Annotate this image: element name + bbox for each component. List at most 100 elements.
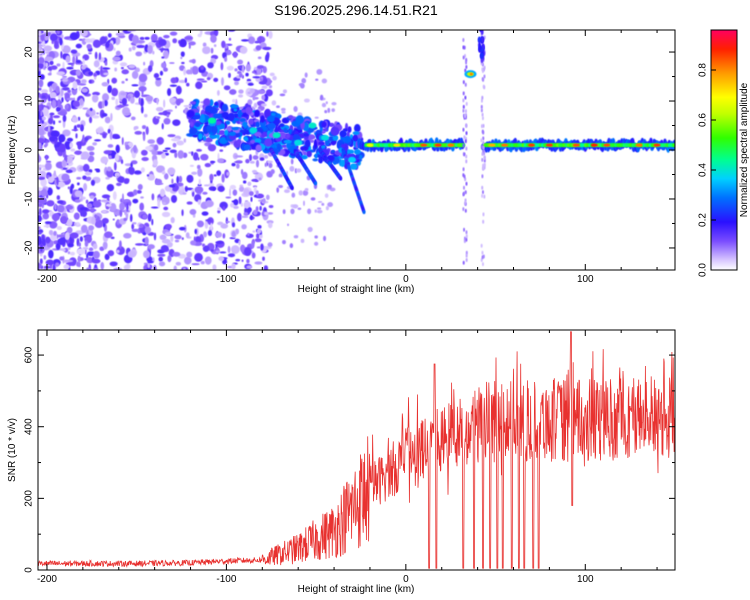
spectrogram-noise-cell (116, 249, 120, 254)
spectrogram-noise-cell (213, 44, 217, 47)
spectrogram-noise-cell (293, 106, 298, 113)
spectrogram-noise-cell (38, 207, 42, 216)
spectrogram-noise-cell (41, 209, 50, 214)
spectrogram-noise-cell (112, 191, 117, 201)
spectrogram-noise-cell (159, 48, 168, 51)
spectrogram-noise-cell (290, 208, 295, 215)
spectrogram-noise-cell (210, 222, 213, 230)
spectrogram-noise-cell (83, 183, 88, 192)
spectrogram-band-cell (186, 110, 195, 118)
spectrogram-noise-cell (189, 208, 197, 216)
spectrogram-noise-cell (57, 98, 62, 108)
spectrogram-noise-cell (38, 62, 44, 70)
spectrogram-noise-cell (126, 202, 129, 212)
spectrogram-noise-cell (265, 89, 273, 97)
spectrogram-noise-cell (258, 199, 263, 202)
spectrogram-noise-cell (241, 224, 247, 230)
snr-xtick-label-0: 0 (403, 574, 409, 585)
spectrogram-noise-cell (94, 51, 98, 60)
spectrogram-noise-cell (114, 136, 121, 139)
spectrogram-noise-cell (140, 196, 144, 199)
spectrogram-heatmap (38, 30, 675, 270)
spectrogram-noise-cell (90, 179, 96, 186)
spectrogram-noise-cell (136, 190, 142, 194)
spectrogram-noise-cell (39, 74, 45, 81)
spectrogram-noise-cell (167, 167, 176, 176)
spectrogram-noise-cell (181, 209, 184, 217)
spectrogram-noise-cell (196, 164, 201, 170)
spectrogram-noise-cell (304, 188, 309, 192)
spectrogram-streak-cell (481, 190, 484, 195)
spectrogram-band-cell (339, 130, 348, 138)
spectrogram-noise-cell (38, 203, 43, 207)
spectrogram-noise-cell (171, 178, 174, 185)
spectrogram-noise-cell (51, 99, 57, 109)
spectrogram-noise-cell (67, 242, 74, 248)
spectrogram-noise-cell (182, 267, 186, 270)
spectrogram-noise-cell (262, 197, 266, 204)
spectrogram-noise-cell (101, 113, 108, 117)
spectrogram-band-cell (295, 115, 304, 124)
spectrogram-noise-cell (112, 56, 121, 62)
spectrogram-noise-cell (266, 160, 273, 164)
spectrogram-noise-cell (62, 61, 65, 70)
spectrogram-noise-cell (109, 131, 113, 140)
spectrogram-noise-cell (217, 185, 225, 192)
spectrogram-streak-cell (465, 250, 468, 255)
spectrogram-noise-cell (39, 44, 42, 53)
spectrogram-noise-cell (61, 45, 71, 54)
spectrogram-noise-cell (75, 69, 81, 76)
spectrogram-noise-cell (74, 150, 83, 155)
chart-title: S196.2025.296.14.51.R21 (274, 2, 438, 18)
spectrogram-band-cell (318, 158, 323, 163)
spectrogram-noise-cell (82, 175, 87, 180)
spectrogram-noise-cell (196, 220, 204, 228)
spectrogram-noise-cell (228, 37, 232, 41)
spectrogram-streak-cell (481, 166, 484, 171)
spectrogram-noise-cell (98, 52, 102, 61)
spectrogram-noise-cell (250, 214, 253, 221)
spectrogram-band-cell (255, 144, 262, 152)
spectrogram-noise-cell (196, 78, 205, 81)
spectrogram-noise-cell (81, 65, 86, 70)
spectrogram-noise-cell (173, 265, 177, 270)
spectrogram-noise-cell (64, 259, 74, 263)
spectrogram-noise-cell (55, 85, 60, 94)
spectrogram-noise-cell (106, 206, 109, 209)
spectrogram-band-cell (192, 114, 202, 120)
spectrogram-noise-cell (172, 142, 177, 148)
spectrogram-noise-cell (222, 233, 226, 239)
snr-xtick-label--100: -100 (216, 574, 236, 585)
spectrogram-noise-cell (128, 47, 132, 52)
spectrogram-noise-cell (262, 46, 272, 51)
spectrogram-noise-cell (186, 251, 193, 258)
spectrogram-streak-cell (481, 174, 484, 179)
spectrogram-noise-cell (234, 155, 244, 158)
spectrogram-noise-cell (107, 84, 113, 94)
spectrogram-noise-cell (64, 232, 70, 241)
spectrogram-noise-cell (60, 216, 68, 224)
spectrogram-noise-cell (94, 214, 98, 219)
spectrogram-noise-cell (70, 49, 78, 54)
spectrogram-noise-cell (191, 58, 196, 64)
spectrogram-noise-cell (212, 187, 216, 191)
spectrogram-band-cell (205, 137, 213, 143)
spectrogram-branch-cell (314, 181, 318, 186)
spectrogram-x-ticks: -200 -100 0 100 (37, 30, 658, 285)
spectrogram-streak-cell (482, 140, 485, 145)
spectrogram-band-cell (290, 138, 295, 146)
spectrogram-noise-cell (290, 158, 294, 165)
spectrogram-noise-cell (82, 134, 85, 143)
spectrogram-noise-cell (331, 108, 335, 112)
spectrogram-noise-cell (88, 71, 93, 76)
spectrogram-noise-cell (268, 204, 274, 209)
spectrogram-noise-cell (38, 128, 45, 136)
spectrogram-band-cell (254, 131, 262, 137)
spectrogram-noise-cell (119, 62, 128, 67)
spectrogram-noise-cell (253, 102, 258, 109)
spectrogram-noise-cell (114, 172, 121, 177)
spectrogram-noise-cell (143, 250, 151, 259)
spectrogram-noise-cell (74, 190, 83, 198)
spectrogram-noise-cell (268, 85, 273, 89)
spectrogram-noise-cell (49, 60, 54, 66)
